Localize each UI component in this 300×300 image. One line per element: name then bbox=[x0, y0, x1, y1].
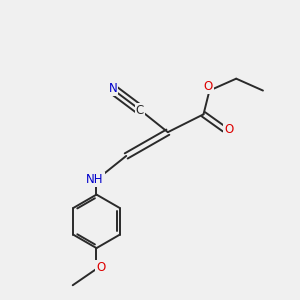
Text: C: C bbox=[136, 104, 144, 117]
Text: O: O bbox=[96, 261, 106, 274]
Text: O: O bbox=[224, 123, 233, 136]
Text: N: N bbox=[109, 82, 117, 95]
Text: NH: NH bbox=[86, 172, 104, 186]
Text: O: O bbox=[203, 80, 213, 94]
